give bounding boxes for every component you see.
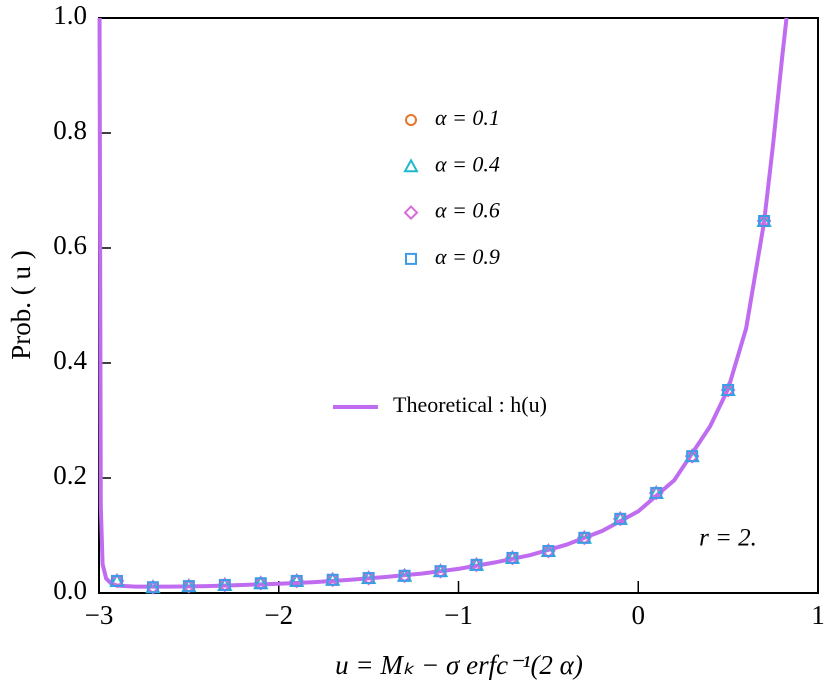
legend-label: α = 0.6 — [435, 198, 500, 223]
x-tick-label: 1 — [811, 600, 825, 630]
marker-square — [470, 558, 483, 571]
x-tick-label: −1 — [444, 600, 473, 630]
marker-square — [722, 384, 735, 397]
marker-square — [110, 574, 123, 587]
marker-square — [254, 577, 267, 590]
y-tick-label: 0.2 — [53, 460, 87, 490]
marker-square — [578, 531, 591, 544]
marker-square — [218, 578, 231, 591]
marker-triangle — [403, 158, 419, 173]
x-tick-label: 0 — [632, 600, 646, 630]
marker-square — [326, 573, 339, 586]
marker-square — [182, 580, 195, 593]
x-axis-label: u = Mₖ − σ erfc⁻¹(2 α) — [335, 650, 583, 680]
marker-square — [434, 565, 447, 578]
x-tick-label: −3 — [85, 600, 114, 630]
marker-diamond — [403, 205, 419, 221]
marker-square — [146, 581, 159, 594]
legend-label: α = 0.9 — [435, 244, 500, 269]
marker-square — [405, 252, 417, 265]
y-tick-label: 0.6 — [53, 230, 87, 260]
marker-circle — [405, 114, 417, 126]
legend-label: Theoretical : h(u) — [393, 392, 547, 417]
y-tick-label: 0.4 — [53, 345, 87, 375]
marker-square — [686, 450, 699, 463]
annotation: r = 2. — [699, 525, 757, 552]
y-tick-label: 1.0 — [53, 0, 87, 30]
y-tick-label: 0.0 — [53, 575, 87, 605]
marker-square — [398, 569, 411, 582]
legend-label: α = 0.4 — [435, 151, 500, 176]
theory-curve — [97, 17, 789, 589]
marker-square — [290, 574, 303, 587]
y-tick-label: 0.8 — [53, 115, 87, 145]
marker-square — [614, 512, 627, 525]
marker-square — [650, 486, 663, 499]
x-tick-label: −2 — [264, 600, 293, 630]
legend-label: α = 0.1 — [435, 105, 500, 130]
marker-square — [542, 545, 555, 558]
marker-square — [758, 214, 771, 227]
y-axis-label: Prob. ( u ) — [6, 250, 36, 360]
marker-square — [362, 572, 375, 585]
marker-square — [506, 551, 519, 564]
